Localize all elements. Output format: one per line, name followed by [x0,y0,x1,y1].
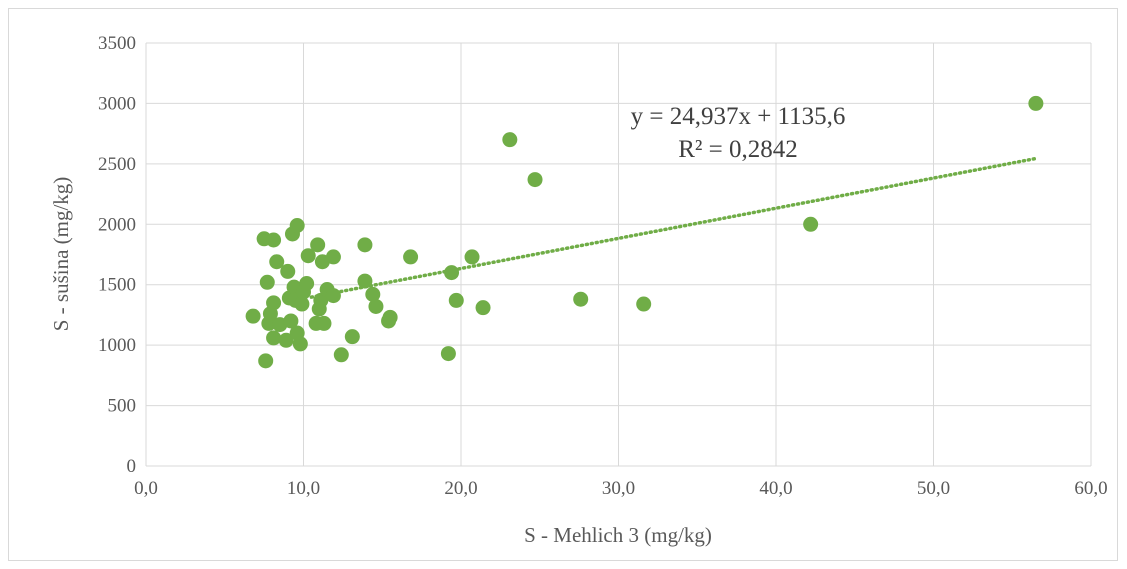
data-point [266,232,282,248]
data-point [283,313,299,329]
data-point [464,249,480,265]
data-point [803,216,819,232]
data-point [475,300,491,316]
y-tick-label: 1000 [98,335,136,356]
data-point [1028,95,1044,111]
data-point [365,286,381,302]
y-tick-label: 0 [127,456,137,477]
x-axis-title: S - Mehlich 3 (mg/kg) [524,523,712,547]
data-point [294,296,310,312]
x-tick-label: 10,0 [287,478,320,499]
trendline-equation: y = 24,937x + 1135,6 [631,103,846,130]
x-tick-label: 0,0 [134,478,158,499]
data-point [527,172,543,188]
data-point [444,265,460,281]
y-tick-label: 2500 [98,154,136,175]
data-point [259,274,275,290]
data-point [368,298,384,314]
y-tick-label: 500 [108,396,137,417]
data-point [325,249,341,265]
tick-labels: 0 500 1000 1500 2000 2500 3000 3500 0,0 10,0 20,0 3… [98,33,1108,499]
data-point [280,263,296,279]
data-point [440,346,456,362]
data-point [403,249,419,265]
data-point [278,332,294,348]
data-point [266,295,282,311]
gridlines [145,42,1092,467]
data-point [357,237,373,253]
r-squared-label: R² = 0,2842 [678,136,798,163]
data-point [258,353,274,369]
data-point [636,296,652,312]
y-tick-label: 2000 [98,214,136,235]
x-tick-label: 60,0 [1074,478,1107,499]
y-tick-label: 1500 [98,275,136,296]
data-point [300,248,316,264]
x-tick-label: 30,0 [602,478,635,499]
data-point [310,237,326,253]
data-points [245,95,1044,369]
data-point [292,336,308,352]
data-point [269,254,285,270]
data-point [344,329,360,345]
data-point [245,308,261,324]
data-point [448,292,464,308]
trendline-layer [309,156,1038,299]
x-tick-label: 40,0 [759,478,792,499]
y-tick-label: 3000 [98,93,136,114]
data-point [333,347,349,363]
y-tick-label: 3500 [98,33,136,54]
trendline [309,156,1038,299]
data-point [502,132,518,148]
y-axis-title: S - sušina (mg/kg) [49,177,73,332]
data-point [357,273,373,289]
data-point [573,291,589,307]
data-point [289,217,305,233]
x-tick-label: 50,0 [917,478,950,499]
data-point [266,330,282,346]
data-point [382,309,398,325]
data-point [313,292,329,308]
x-tick-label: 20,0 [444,478,477,499]
data-point [316,315,332,331]
data-point [299,276,315,292]
data-point [325,288,341,304]
